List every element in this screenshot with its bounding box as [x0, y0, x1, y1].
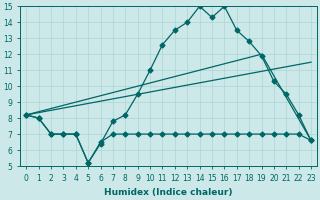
X-axis label: Humidex (Indice chaleur): Humidex (Indice chaleur) — [104, 188, 233, 197]
